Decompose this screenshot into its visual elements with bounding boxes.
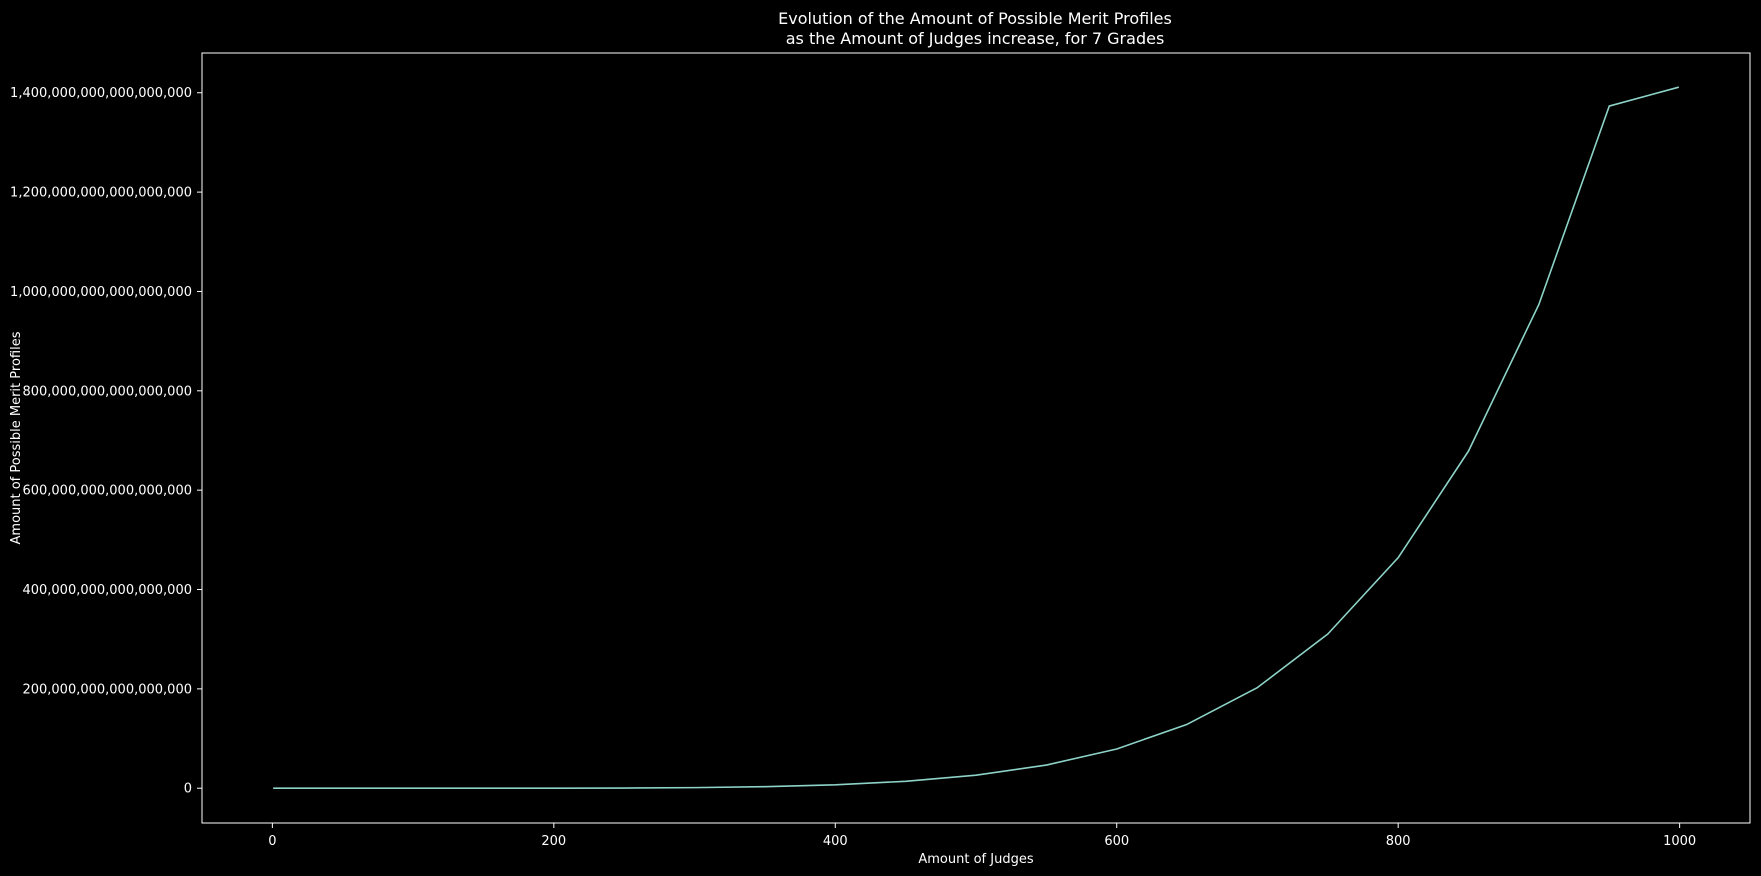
x-tick-label: 0 <box>268 834 276 849</box>
x-tick-label: 400 <box>823 834 848 849</box>
x-tick-label: 600 <box>1104 834 1129 849</box>
y-tick-label: 1,400,000,000,000,000,000 <box>10 86 192 101</box>
y-tick-label: 1,200,000,000,000,000,000 <box>10 186 192 201</box>
y-axis-ticks: 0 200,000,000,000,000,000 400,000,000,000,… <box>10 86 202 797</box>
y-tick-label: 400,000,000,000,000,000 <box>22 583 192 598</box>
y-tick-label: 1,000,000,000,000,000,000 <box>10 285 192 300</box>
x-axis-ticks: 0 200 400 600 800 1000 <box>268 823 1696 849</box>
x-tick-label: 200 <box>541 834 566 849</box>
chart-title-line-2: as the Amount of Judges increase, for 7 … <box>786 29 1165 48</box>
x-axis-label: Amount of Judges <box>918 852 1033 867</box>
y-tick-label: 200,000,000,000,000,000 <box>22 682 192 697</box>
plot-frame <box>201 52 1751 824</box>
y-tick-label: 0 <box>184 782 192 797</box>
series-line <box>272 86 1680 790</box>
x-tick-label: 1000 <box>1663 834 1696 849</box>
y-axis-label: Amount of Possible Merit Profiles <box>9 331 24 544</box>
y-tick-label: 800,000,000,000,000,000 <box>22 384 192 399</box>
y-tick-label: 600,000,000,000,000,000 <box>22 484 192 499</box>
x-tick-label: 800 <box>1386 834 1411 849</box>
chart-title-line-1: Evolution of the Amount of Possible Meri… <box>778 9 1172 28</box>
